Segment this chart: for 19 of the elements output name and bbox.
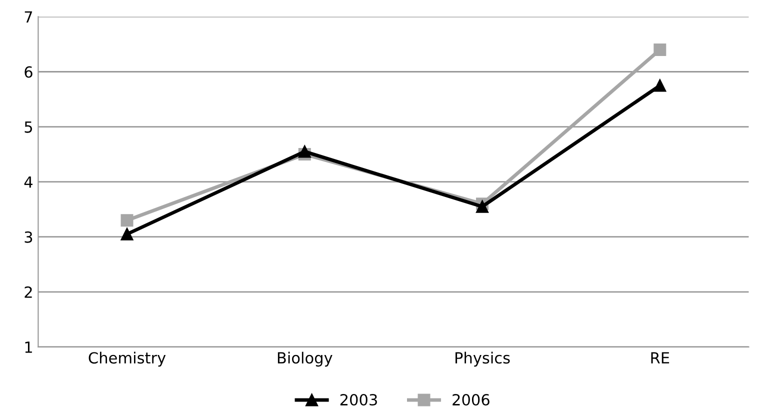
point bbox=[120, 228, 134, 240]
x-tick-label: Biology bbox=[278, 352, 332, 367]
point bbox=[476, 200, 489, 213]
point bbox=[654, 43, 666, 56]
y-tick-label: 3 bbox=[24, 231, 32, 243]
point bbox=[298, 145, 311, 158]
y-tick-label: 5 bbox=[24, 121, 32, 133]
x-tick-label: Chemistry bbox=[88, 352, 166, 367]
point bbox=[654, 79, 666, 92]
y-tick-label: 7 bbox=[24, 11, 32, 23]
y-tick-label: 1 bbox=[25, 342, 32, 353]
x-tick-label: Physics bbox=[456, 352, 510, 367]
y-tick-label: 2 bbox=[24, 286, 32, 298]
point bbox=[120, 214, 134, 227]
y-tick-label: 4 bbox=[24, 176, 32, 188]
x-tick-label: RE bbox=[651, 352, 670, 364]
legend-label: 2006 bbox=[452, 394, 490, 406]
legend-label: 2003 bbox=[340, 394, 377, 406]
y-tick-label: 6 bbox=[24, 66, 32, 78]
